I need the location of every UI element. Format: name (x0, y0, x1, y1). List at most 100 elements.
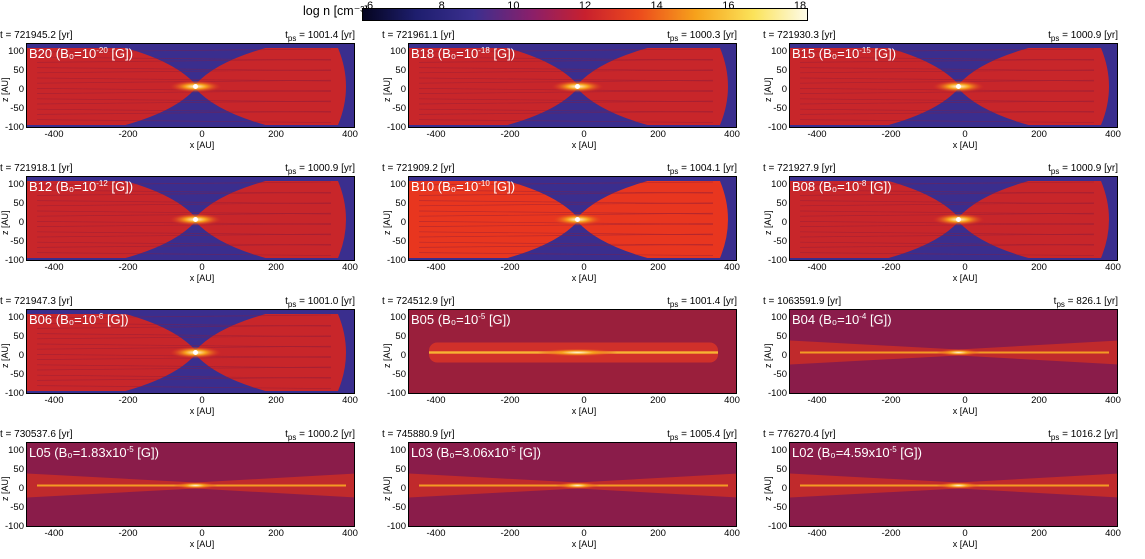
x-tick-label: 400 (1105, 528, 1121, 539)
x-tick-label: 200 (650, 395, 666, 406)
x-tick-label: 200 (268, 129, 284, 140)
panel-B04: t = 1063591.9 [yr] tps = 826.1 [yr] B04 (B… (763, 296, 1121, 426)
panel-label: B06 (B₀=10-6 [G]) (29, 312, 129, 327)
density-map: L02 (B₀=4.59x10-5 [G]) (789, 442, 1118, 527)
x-tick-label: 0 (962, 395, 968, 406)
x-axis-label: x [AU] (571, 273, 597, 283)
y-tick-label: 100 (771, 312, 787, 323)
x-tick-label: 0 (581, 129, 587, 140)
density-map: B06 (B₀=10-6 [G]) (26, 309, 355, 394)
y-axis-label: z [AU] (382, 343, 392, 368)
panel-time: t = 745880.9 [yr] (382, 429, 455, 440)
x-tick-label: 200 (1031, 395, 1047, 406)
panel-tps: tps = 826.1 [yr] (1053, 296, 1118, 309)
colorbar-tick: 12 (578, 0, 592, 12)
panel-time: t = 721961.1 [yr] (382, 30, 455, 41)
colorbar-tick: 6 (366, 0, 374, 12)
colorbar: log n [cm⁻³] 6 8 10 12 14 16 18 (0, 0, 1145, 28)
y-tick-label: 100 (771, 445, 787, 456)
x-axis-label: x [AU] (189, 140, 215, 150)
panel-time: t = 721927.9 [yr] (763, 163, 836, 174)
x-axis-label: x [AU] (571, 539, 597, 549)
panel-label: B04 (B₀=10-4 [G]) (792, 312, 892, 327)
y-axis-label: z [AU] (0, 77, 10, 102)
density-map: B10 (B₀=10-10 [G]) (408, 176, 737, 261)
y-tick-label: 100 (390, 312, 406, 323)
y-tick-label: 0 (400, 483, 406, 494)
x-axis-label: x [AU] (189, 539, 215, 549)
y-tick-label: -50 (392, 369, 406, 380)
x-axis-label: x [AU] (952, 406, 978, 416)
x-tick-label: -200 (118, 129, 138, 140)
x-tick-label: 400 (724, 528, 740, 539)
x-tick-label: 200 (650, 262, 666, 273)
y-tick-label: -50 (10, 236, 24, 247)
y-tick-label: 50 (13, 331, 24, 342)
panel-B20: t = 721945.2 [yr] tps = 1001.4 [yr] B20 (B… (0, 30, 358, 160)
x-tick-label: 200 (650, 129, 666, 140)
panel-B10: t = 721909.2 [yr] tps = 1004.1 [yr] B10 (B… (382, 163, 740, 293)
colorbar-tick: 16 (722, 0, 735, 12)
x-tick-label: 0 (581, 528, 587, 539)
panel-B18: t = 721961.1 [yr] tps = 1000.3 [yr] B18 (B… (382, 30, 740, 160)
panel-label: B18 (B₀=10-18 [G]) (411, 46, 516, 61)
density-map: B08 (B₀=10-8 [G]) (789, 176, 1118, 261)
x-tick-label: -200 (500, 262, 520, 273)
panel-label: B05 (B₀=10-5 [G]) (411, 312, 511, 327)
y-tick-label: 50 (776, 198, 787, 209)
y-tick-label: 0 (18, 350, 24, 361)
x-tick-label: -200 (500, 528, 520, 539)
x-tick-label: -200 (118, 528, 138, 539)
y-tick-label: 50 (13, 464, 24, 475)
x-axis-label: x [AU] (189, 406, 215, 416)
x-tick-label: 0 (199, 395, 205, 406)
panel-L02: t = 776270.4 [yr] tps = 1016.2 [yr] L02 (B… (763, 429, 1121, 559)
panel-label: B08 (B₀=10-8 [G]) (792, 179, 892, 194)
x-tick-label: 0 (581, 395, 587, 406)
y-tick-label: -50 (773, 369, 787, 380)
x-tick-label: -400 (426, 395, 446, 406)
x-axis-label: x [AU] (571, 406, 597, 416)
panel-tps: tps = 1001.4 [yr] (667, 296, 737, 309)
y-tick-label: 50 (13, 198, 24, 209)
density-map: L05 (B₀=1.83x10-5 [G]) (26, 442, 355, 527)
y-tick-label: 0 (18, 217, 24, 228)
x-tick-label: 400 (342, 528, 358, 539)
x-tick-label: -400 (807, 129, 827, 140)
x-tick-label: 200 (650, 528, 666, 539)
x-tick-label: 0 (962, 262, 968, 273)
y-tick-label: 100 (8, 46, 24, 57)
density-map: B05 (B₀=10-5 [G]) (408, 309, 737, 394)
y-tick-label: 50 (776, 65, 787, 76)
x-axis-label: x [AU] (571, 140, 597, 150)
y-axis-label: z [AU] (763, 476, 773, 501)
y-tick-label: -50 (10, 502, 24, 513)
panel-time: t = 721947.3 [yr] (0, 296, 73, 307)
x-axis-label: x [AU] (952, 539, 978, 549)
y-tick-label: -50 (773, 236, 787, 247)
panel-time: t = 721945.2 [yr] (0, 30, 73, 41)
panel-label: B20 (B₀=10-20 [G]) (29, 46, 134, 61)
x-tick-label: -400 (44, 528, 64, 539)
panel-L05: t = 730537.6 [yr] tps = 1000.2 [yr] L05 (B… (0, 429, 358, 559)
x-tick-label: -400 (426, 129, 446, 140)
x-tick-label: -200 (881, 395, 901, 406)
x-tick-label: -200 (881, 528, 901, 539)
x-axis-label: x [AU] (952, 273, 978, 283)
x-tick-label: 400 (724, 262, 740, 273)
x-tick-label: -200 (881, 262, 901, 273)
panel-time: t = 776270.4 [yr] (763, 429, 836, 440)
x-tick-label: 400 (1105, 129, 1121, 140)
y-tick-label: -100 (386, 388, 406, 399)
panel-B05: t = 724512.9 [yr] tps = 1001.4 [yr] B05 (B… (382, 296, 740, 426)
panel-time: t = 1063591.9 [yr] (763, 296, 842, 307)
y-tick-label: -100 (767, 255, 787, 266)
y-tick-label: 0 (781, 350, 787, 361)
x-tick-label: 200 (268, 528, 284, 539)
density-map: B18 (B₀=10-18 [G]) (408, 43, 737, 128)
x-tick-label: 400 (1105, 395, 1121, 406)
density-map: B20 (B₀=10-20 [G]) (26, 43, 355, 128)
y-axis-label: z [AU] (382, 77, 392, 102)
panel-L03: t = 745880.9 [yr] tps = 1005.4 [yr] L03 (B… (382, 429, 740, 559)
y-tick-label: 0 (400, 217, 406, 228)
